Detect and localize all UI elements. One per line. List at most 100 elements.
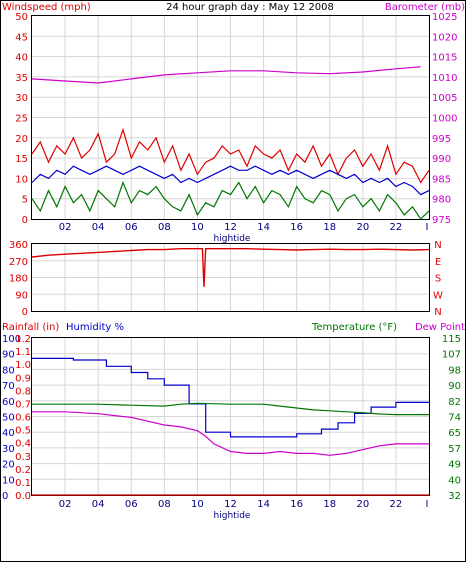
wind-x-tick-labels: 02 04 06 08 10 12 14 16 18 20 22	[59, 222, 403, 233]
windspeed-tick-label: 15	[15, 154, 28, 165]
direction-series-line	[31, 247, 430, 287]
windspeed-tick-label: 40	[15, 53, 28, 64]
direction-series	[31, 247, 430, 287]
barometer-tick-label: 1020	[432, 32, 457, 43]
rainfall-tick-label: 0.2	[15, 465, 31, 476]
humidity-tick-label: 70	[2, 381, 15, 392]
compass-label: N	[434, 240, 441, 251]
climate-series-line-0	[32, 357, 429, 438]
windspeed-axis-label: Windspeed (mph)	[2, 2, 91, 13]
dewpoint-axis-label: Dew Point	[415, 322, 465, 333]
direction-degree-label: 360	[9, 240, 28, 251]
wind-grid	[32, 16, 429, 219]
barometer-axis-label: Barometer (mb)	[385, 2, 465, 13]
direction-degree-label: 90	[15, 290, 28, 301]
humidity-tick-label: 20	[2, 460, 15, 471]
wind-series-line-3	[31, 66, 421, 84]
climate-x-tick-label: 02	[59, 499, 72, 510]
barometer-tick-label: 985	[432, 174, 451, 185]
temperature-tick-label: 90	[448, 381, 461, 392]
temperature-tick-label: 40	[448, 475, 461, 486]
climate-series	[32, 357, 429, 496]
humidity-tick-label: 30	[2, 444, 15, 455]
windspeed-tick-label: 25	[15, 114, 28, 125]
rainfall-tick-label: 0.3	[15, 452, 31, 463]
temperature-tick-label: 98	[448, 365, 461, 376]
barometer-tick-label: 980	[432, 195, 451, 206]
rainfall-axis-label: Rainfall (in)	[2, 322, 59, 333]
rainfall-tick-label: 0.9	[15, 373, 31, 384]
wind-x-tick-label: 20	[356, 222, 369, 233]
humidity-tick-label: 0	[2, 491, 8, 502]
climate-series-line-2	[32, 402, 429, 416]
temperature-tick-label: 49	[448, 460, 461, 471]
climate-series-line-1	[32, 411, 429, 456]
rainfall-tick-label: 0.4	[15, 439, 31, 450]
direction-degree-labels: 0 90 180 270 360	[9, 240, 28, 318]
compass-label: N	[434, 307, 441, 318]
wind-x-tick-label: 04	[92, 222, 105, 233]
wind-x-tick-label: 16	[290, 222, 303, 233]
climate-x-tick-label: 18	[323, 499, 336, 510]
climate-x-tick-labels: 02 04 06 08 10 12 14 16 18 20 22	[59, 499, 403, 510]
barometer-tick-label: 1015	[432, 53, 457, 64]
windspeed-tick-label: 50	[15, 12, 28, 23]
humidity-tick-label: 90	[2, 350, 15, 361]
wind-x-tick-label: 06	[125, 222, 138, 233]
rainfall-tick-label: 1.1	[15, 347, 31, 358]
barometer-tick-label: 975	[432, 215, 451, 226]
wind-x-tick-label: 08	[158, 222, 171, 233]
climate-grid	[32, 338, 429, 495]
humidity-tick-label: 100	[2, 334, 21, 345]
climate-x-tick-label: 16	[290, 499, 303, 510]
temperature-tick-label: 32	[448, 491, 461, 502]
humidity-axis-label: Humidity %	[66, 322, 124, 333]
graph-title: 24 hour graph day : May 12 2008	[166, 2, 334, 13]
temperature-tick-label: 115	[442, 334, 461, 345]
rainfall-tick-label: 0.1	[15, 478, 31, 489]
compass-label: E	[435, 257, 441, 268]
rainfall-tick-label: 0.5	[15, 426, 31, 437]
temperature-tick-label: 57	[448, 444, 461, 455]
climate-x-tick-label: 14	[257, 499, 270, 510]
temperature-tick-label: 65	[448, 428, 461, 439]
rainfall-tick-label: 0.8	[15, 386, 31, 397]
compass-label: S	[435, 274, 441, 285]
rainfall-tick-label: 1.0	[15, 360, 31, 371]
windspeed-tick-label: 45	[15, 32, 28, 43]
rainfall-tick-labels: 0.0 0.1 0.2 0.3 0.4 0.5 0.6 0.7 0.8 0.9 1.0 1.1 1.2	[15, 334, 31, 502]
direction-degree-label: 0	[22, 307, 28, 318]
barometer-tick-label: 1025	[432, 12, 457, 23]
wind-x-tick-label: 18	[323, 222, 336, 233]
direction-degree-label: 180	[9, 274, 28, 285]
climate-x-tick-label: 08	[158, 499, 171, 510]
wind-series-line-0	[31, 127, 430, 184]
wind-hightide-label: hightide	[214, 234, 251, 244]
climate-x-tick-label: 04	[92, 499, 105, 510]
windspeed-tick-label: 35	[15, 73, 28, 84]
direction-grid	[32, 244, 429, 311]
rainfall-tick-label: 0.7	[15, 399, 31, 410]
compass-label: W	[433, 290, 443, 301]
temperature-tick-label: 107	[442, 350, 461, 361]
windspeed-tick-label: 0	[22, 215, 28, 226]
climate-x-tick-label: 10	[191, 499, 204, 510]
temperature-tick-labels: 32 40 49 57 65 74 82 90 98 107 115	[442, 334, 461, 502]
humidity-tick-label: 10	[2, 475, 15, 486]
humidity-tick-labels: 0 10 20 30 40 50 60 70 80 90 100	[2, 334, 21, 502]
rainfall-tick-label: 0.0	[15, 491, 31, 502]
wind-series	[31, 66, 430, 220]
barometer-tick-label: 1010	[432, 73, 457, 84]
windspeed-tick-label: 30	[15, 93, 28, 104]
windspeed-tick-label: 20	[15, 134, 28, 145]
climate-x-tick-label: 12	[224, 499, 237, 510]
wind-x-tick-label: 02	[59, 222, 72, 233]
barometer-tick-label: 1000	[432, 114, 457, 125]
humidity-tick-label: 60	[2, 397, 15, 408]
direction-degree-label: 270	[9, 257, 28, 268]
humidity-tick-label: 80	[2, 365, 15, 376]
wind-x-tick-label: 12	[224, 222, 237, 233]
